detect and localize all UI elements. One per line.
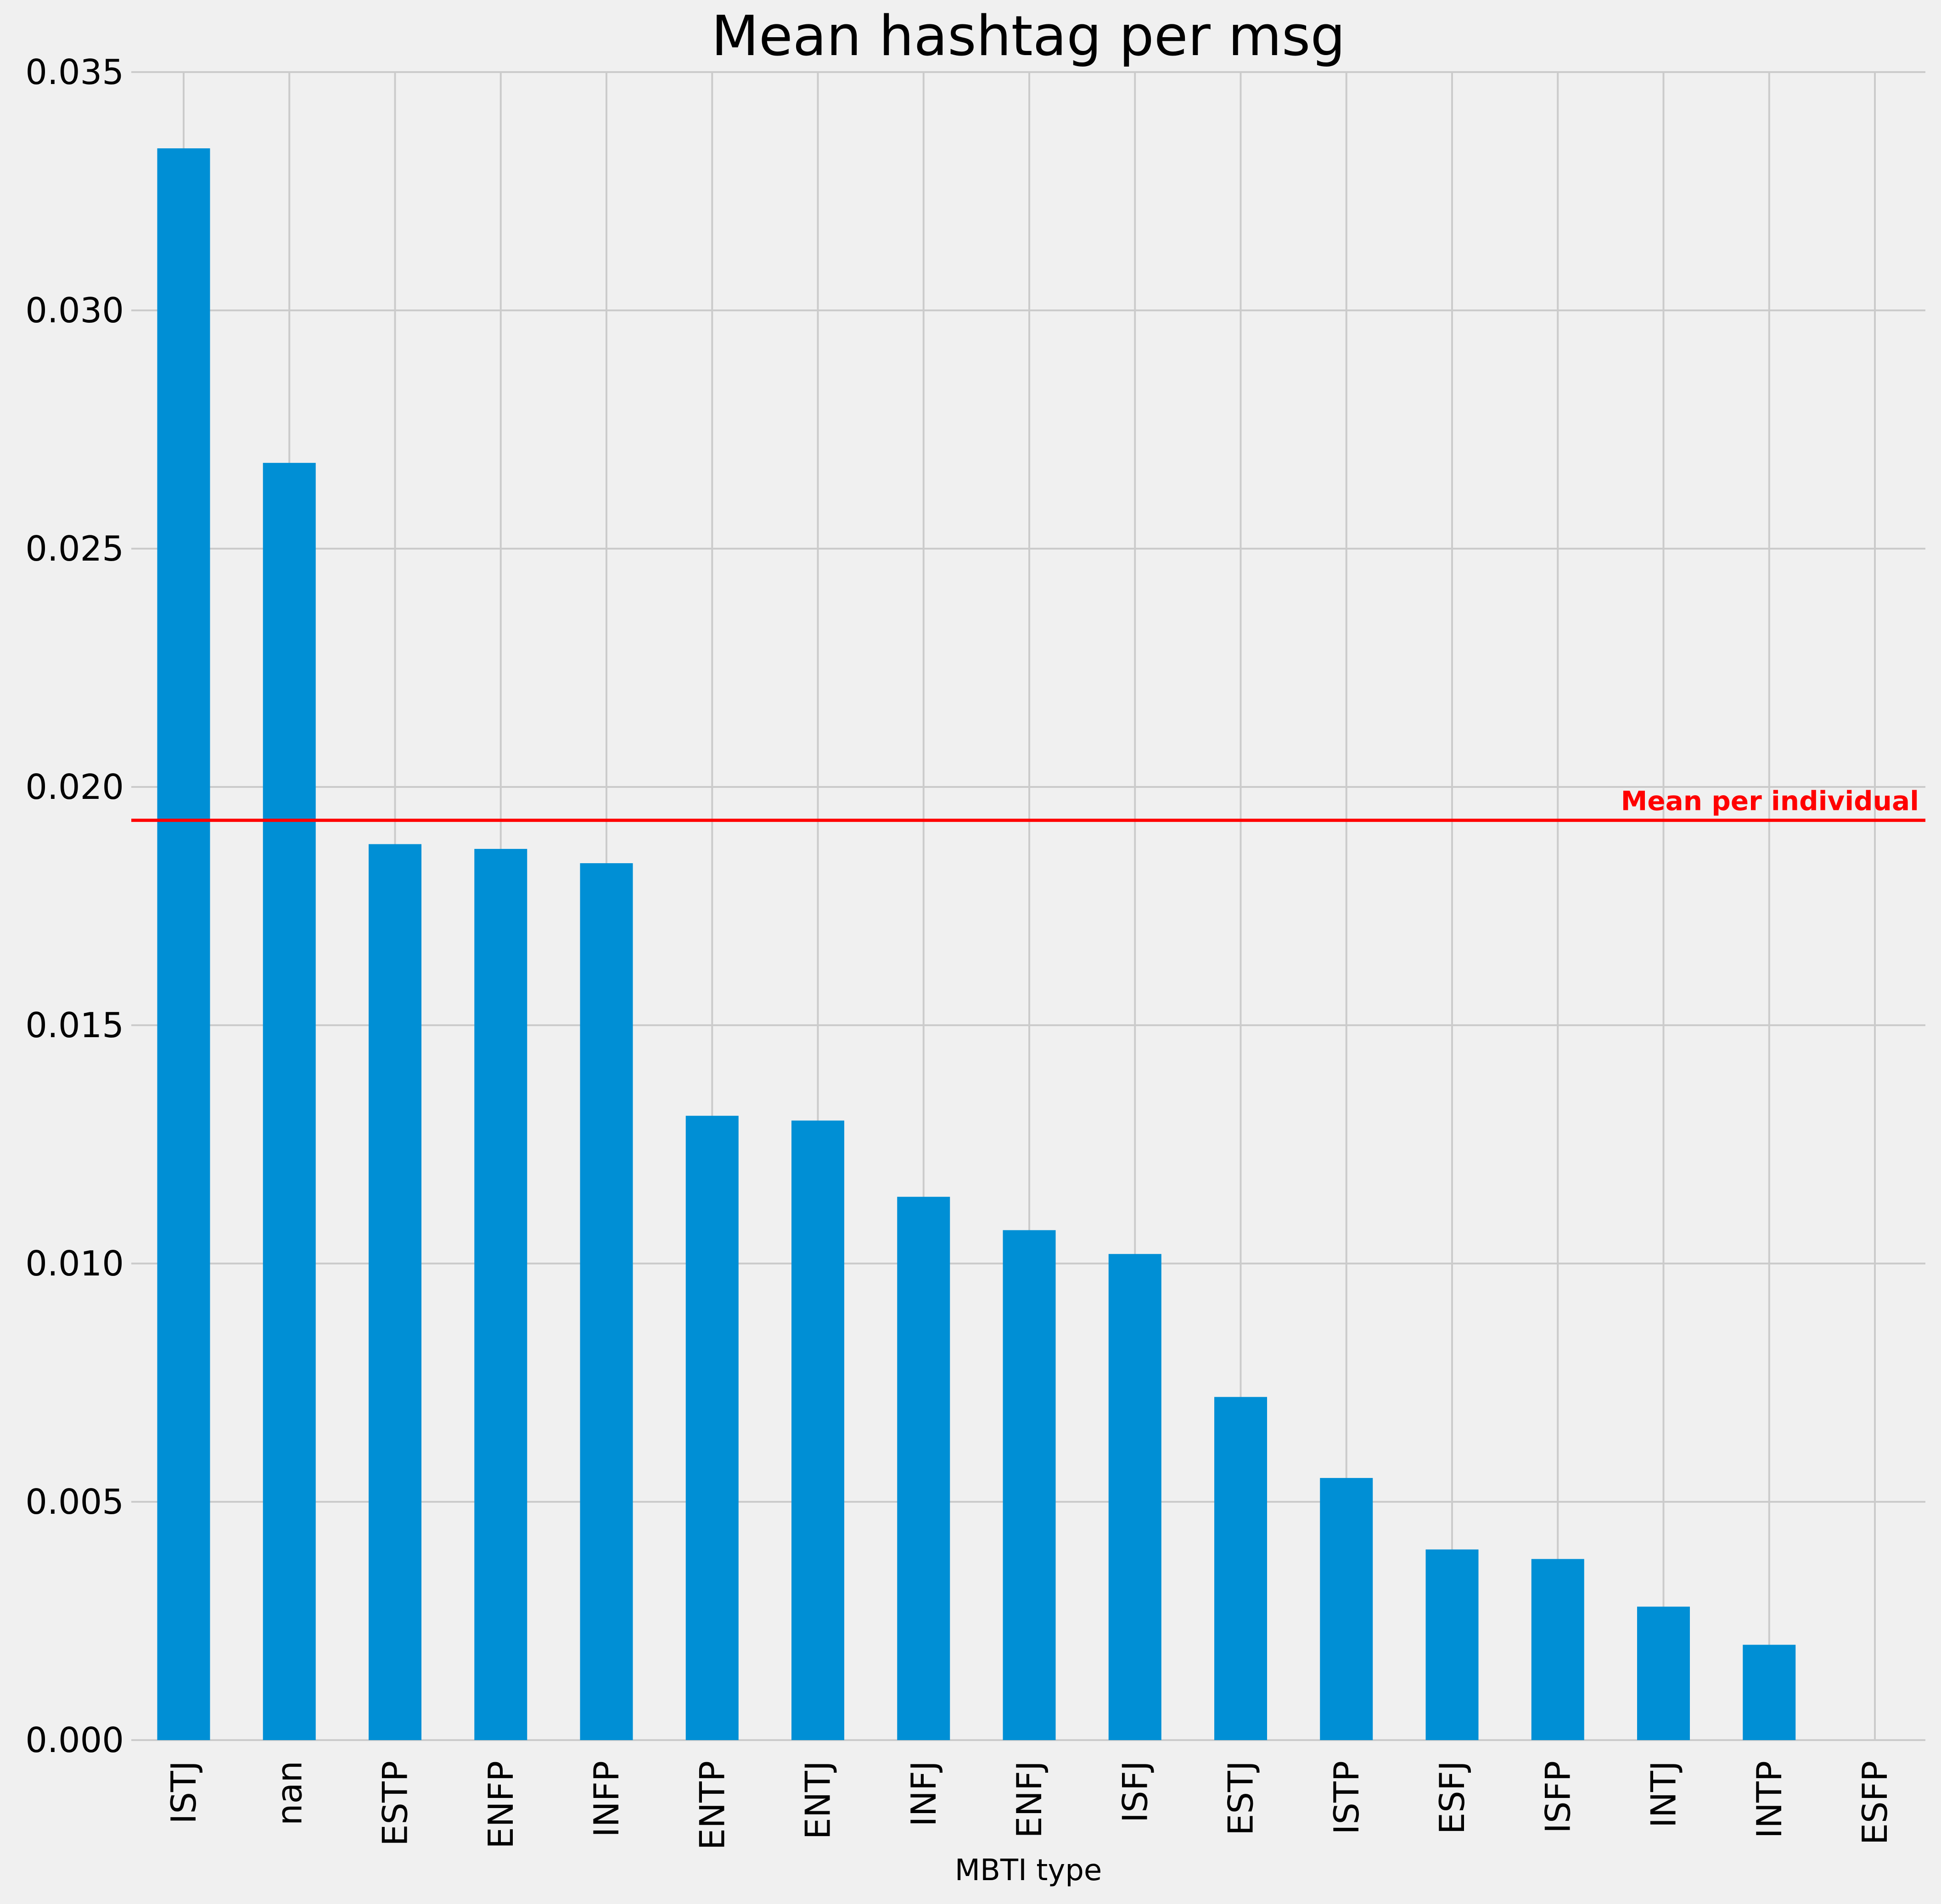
x-tick-label: ENTP [692, 1761, 732, 1850]
bar-infj [897, 1196, 950, 1740]
y-tick-label: 0.010 [25, 1243, 124, 1284]
reference-line-group: Mean per individual [131, 786, 1925, 822]
bar-estp [369, 844, 421, 1740]
bar-entj [791, 1120, 844, 1740]
x-tick-label: ENFP [481, 1761, 521, 1849]
bar-nan [263, 463, 316, 1741]
bar-entp [685, 1116, 739, 1740]
bar-intj [1637, 1606, 1690, 1740]
y-tick-label: 0.030 [25, 290, 124, 331]
chart-title: Mean hashtag per msg [711, 5, 1345, 68]
x-tick-label: ISTP [1326, 1761, 1367, 1835]
x-tick-label: INTP [1749, 1761, 1790, 1838]
x-axis-label: MBTI type [955, 1853, 1102, 1887]
y-tick-label: 0.025 [25, 528, 124, 569]
x-tick-label: ISTJ [163, 1761, 204, 1824]
x-axis-ticks: ISTJ nan ESTP ENFP INFP ENTP ENTJ INFJ ENFJ ISFJ E… [163, 1761, 1895, 1850]
x-tick-label: ISFP [1537, 1761, 1578, 1833]
bar-infp [580, 863, 633, 1740]
bar-estj [1214, 1397, 1267, 1740]
bar-isfj [1108, 1254, 1161, 1740]
x-tick-label: INFJ [903, 1761, 944, 1826]
x-tick-label: ESFJ [1432, 1761, 1472, 1834]
bar-enfj [1003, 1230, 1056, 1740]
bar-isfp [1531, 1559, 1584, 1740]
x-tick-label: ESFP [1855, 1761, 1895, 1845]
x-tick-label: INTJ [1644, 1761, 1684, 1828]
x-tick-label: ENFJ [1009, 1761, 1049, 1838]
reference-line-label: Mean per individual [1621, 786, 1919, 817]
y-tick-label: 0.005 [25, 1482, 124, 1522]
bar-istj [157, 148, 210, 1740]
y-tick-label: 0.000 [25, 1720, 124, 1760]
x-tick-label: ESTJ [1221, 1761, 1261, 1836]
x-tick-label: nan [269, 1761, 309, 1825]
x-tick-label: INFP [586, 1761, 627, 1837]
x-tick-label: ENTJ [798, 1761, 838, 1839]
y-tick-label: 0.020 [25, 767, 124, 807]
bar-enfp [474, 848, 527, 1740]
y-tick-label: 0.015 [25, 1005, 124, 1045]
x-tick-label: ISFJ [1115, 1761, 1155, 1823]
bar-intp [1743, 1645, 1796, 1740]
bars [157, 148, 1796, 1741]
y-axis-ticks: 0.000 0.005 0.010 0.015 0.020 0.025 0.030 0.035 [25, 52, 124, 1760]
x-tick-label: ESTP [375, 1761, 415, 1846]
bar-esfj [1425, 1549, 1479, 1740]
y-tick-label: 0.035 [25, 52, 124, 92]
bar-istp [1320, 1478, 1373, 1740]
